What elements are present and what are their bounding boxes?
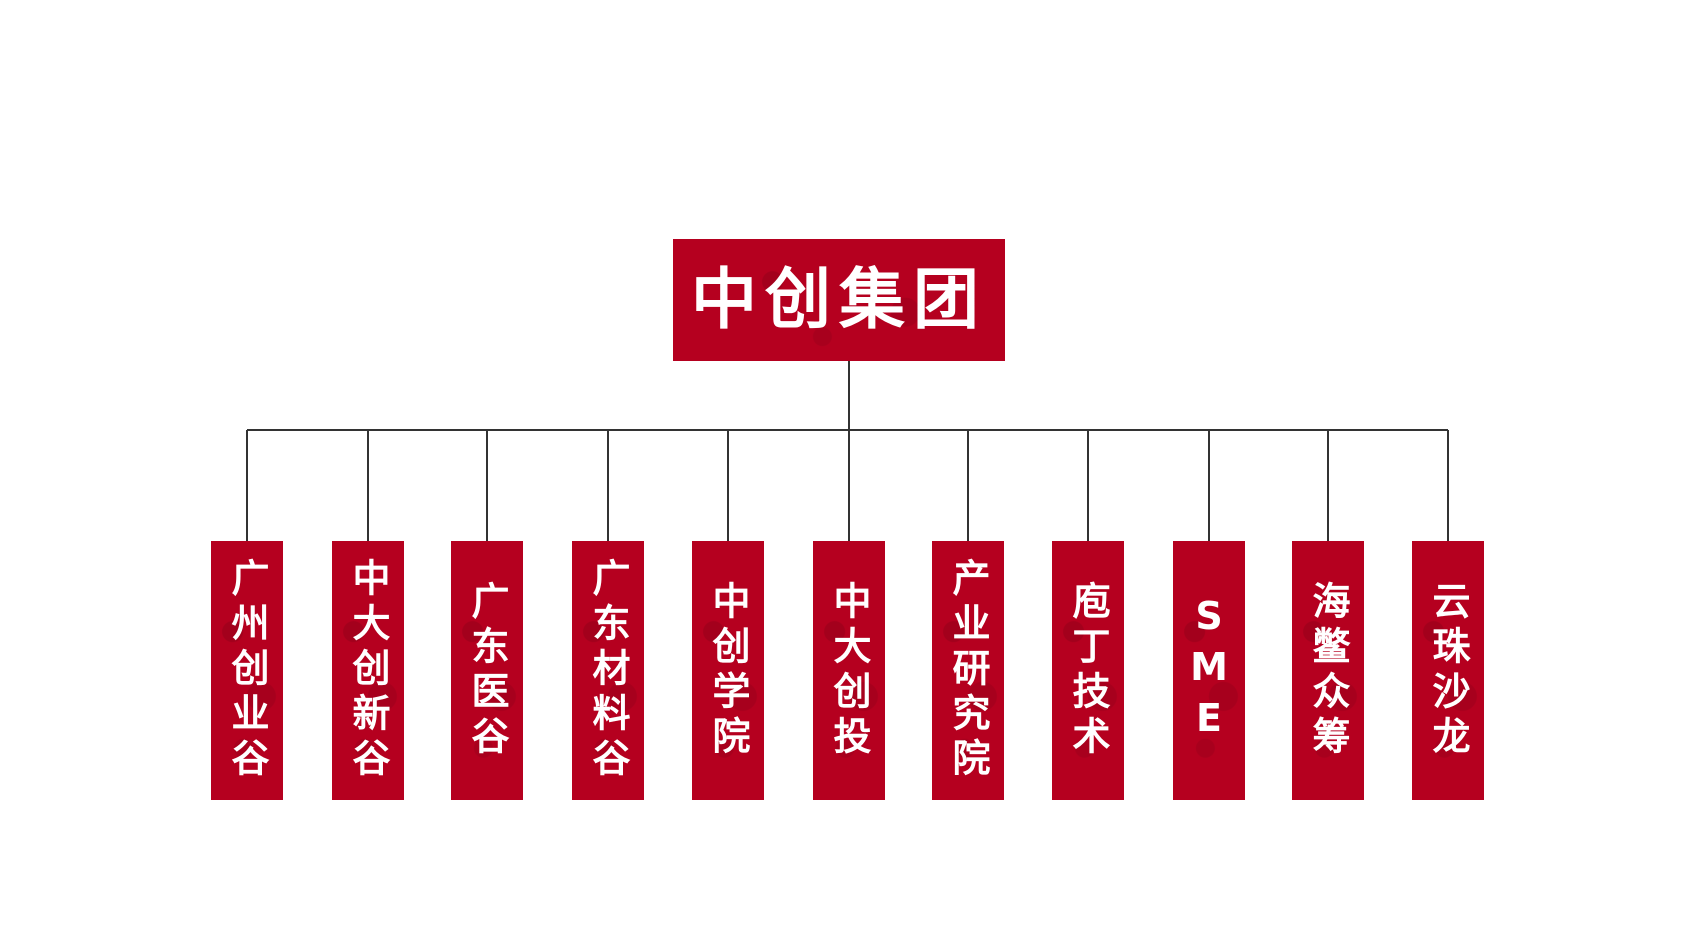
child-node-label: 中创学院	[706, 580, 750, 761]
child-node-label: SME	[1187, 594, 1231, 747]
child-node: 中创学院	[692, 541, 764, 800]
child-node-label: 广东材料谷	[586, 558, 630, 783]
child-node-label: 中大创新谷	[346, 558, 390, 783]
child-node-label: 庖丁技术	[1066, 580, 1110, 761]
child-node: 中大创新谷	[332, 541, 404, 800]
child-node-label: 中大创投	[827, 580, 871, 761]
child-node-label: 广州创业谷	[225, 558, 269, 783]
child-node-label: 广东医谷	[465, 580, 509, 761]
child-node: SME	[1173, 541, 1245, 800]
child-node: 庖丁技术	[1052, 541, 1124, 800]
child-node-label: 海鳖众筹	[1306, 580, 1350, 761]
child-node: 广东材料谷	[572, 541, 644, 800]
child-node: 产业研究院	[932, 541, 1004, 800]
child-node-label: 云珠沙龙	[1426, 580, 1470, 761]
child-node: 云珠沙龙	[1412, 541, 1484, 800]
child-node-label: 产业研究院	[946, 558, 990, 783]
child-node: 广东医谷	[451, 541, 523, 800]
child-node: 广州创业谷	[211, 541, 283, 800]
child-node: 中大创投	[813, 541, 885, 800]
root-node: 中创集团	[673, 239, 1005, 361]
child-node: 海鳖众筹	[1292, 541, 1364, 800]
root-node-label: 中创集团	[691, 261, 987, 338]
